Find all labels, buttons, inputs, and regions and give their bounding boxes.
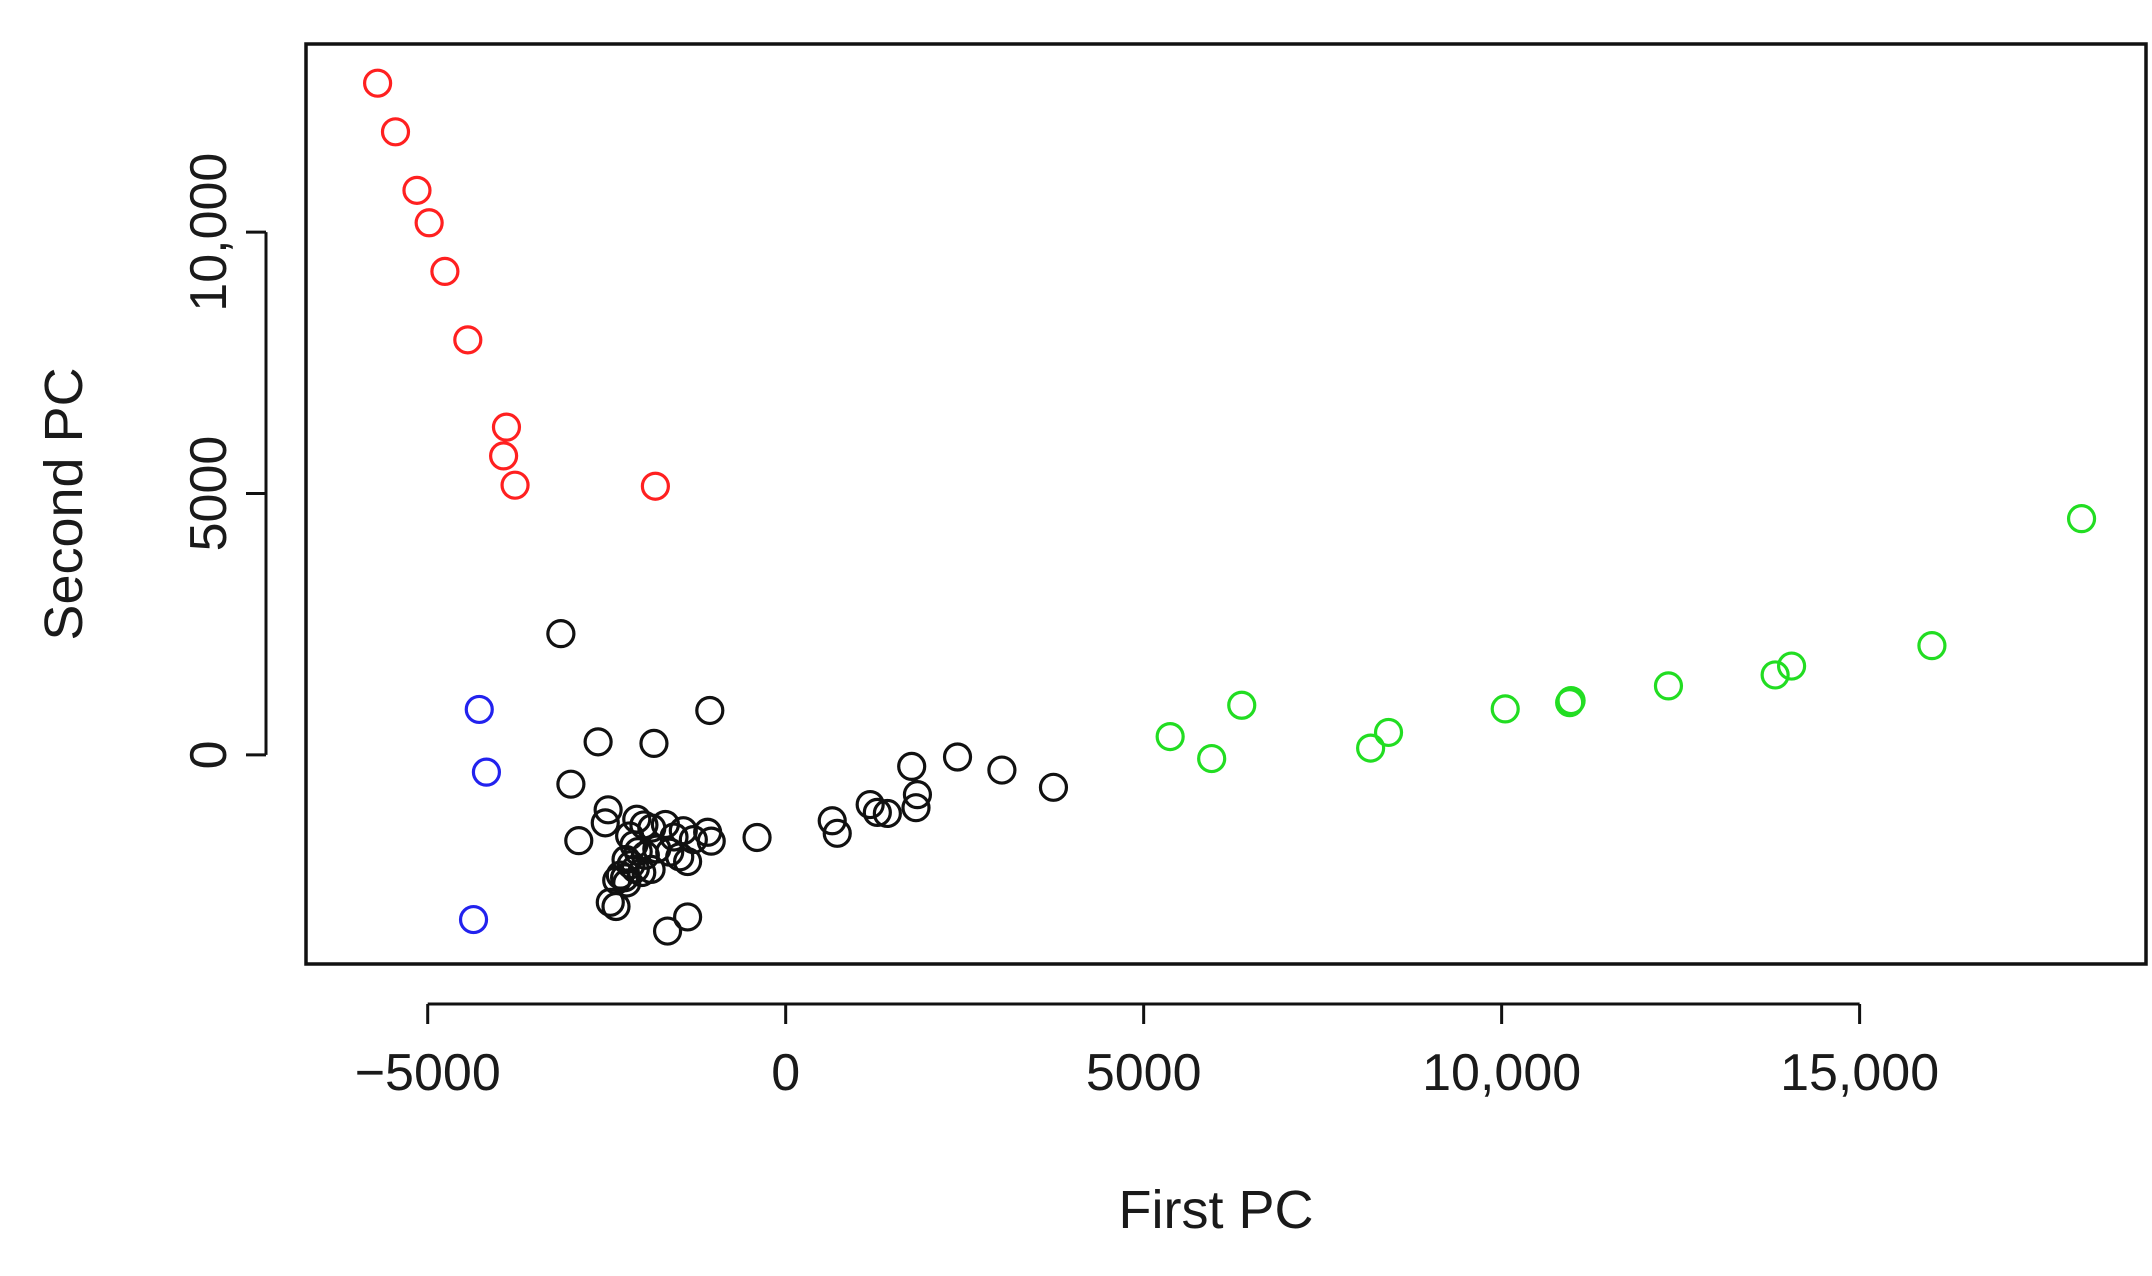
x-axis-title: First PC	[1119, 1180, 1314, 1240]
y-tick-label: 5000	[180, 436, 238, 552]
y-axis: 0 5000 10,000	[180, 153, 268, 769]
data-point	[817, 806, 847, 836]
y-tick-label: 10,000	[180, 153, 238, 312]
data-point	[1373, 717, 1404, 748]
data-point	[1197, 743, 1227, 774]
data-point	[402, 175, 432, 205]
y-tick-label: 0	[180, 740, 238, 769]
data-point	[902, 780, 933, 810]
data-point	[639, 728, 669, 759]
data-point	[673, 846, 703, 877]
data-point	[1653, 671, 1684, 701]
data-point	[855, 789, 885, 820]
data-point	[464, 694, 494, 725]
data-point	[601, 891, 631, 922]
data-point	[822, 818, 852, 848]
y-axis-title: Second PC	[34, 367, 94, 640]
data-point	[590, 808, 620, 838]
x-tick-label: 5000	[1086, 1044, 1202, 1102]
data-point	[414, 208, 444, 238]
x-tick-label: 15,000	[1780, 1044, 1939, 1102]
data-point	[1227, 690, 1257, 720]
plot-frame	[304, 42, 2148, 966]
data-point	[458, 904, 489, 935]
data-point	[1038, 772, 1069, 802]
data-point	[640, 471, 670, 501]
data-points	[362, 68, 2097, 946]
data-point	[1760, 660, 1790, 690]
data-point	[652, 916, 683, 946]
data-point	[862, 797, 892, 828]
data-point	[872, 798, 902, 829]
x-tick-label: 0	[771, 1044, 800, 1102]
data-point	[1917, 631, 1947, 661]
data-point	[491, 412, 522, 442]
data-point	[897, 751, 927, 782]
data-point	[2066, 504, 2097, 534]
x-axis: −5000 0 5000 10,000 15,000	[355, 1002, 1939, 1102]
data-point	[622, 804, 652, 834]
series-3	[1155, 504, 2097, 774]
data-point	[1777, 651, 1807, 681]
x-tick-label: 10,000	[1422, 1044, 1581, 1102]
data-point	[583, 727, 613, 757]
data-point	[593, 795, 623, 825]
series-1	[458, 694, 502, 935]
data-point	[546, 619, 576, 649]
data-point	[500, 470, 530, 500]
data-point	[453, 325, 483, 355]
series-2	[546, 619, 1069, 946]
data-point	[605, 860, 635, 890]
series-0	[362, 68, 670, 501]
data-point	[987, 755, 1017, 785]
data-point	[471, 757, 502, 787]
data-point	[430, 256, 460, 286]
data-point	[564, 826, 594, 856]
x-tick-label: −5000	[355, 1044, 501, 1102]
data-point	[942, 742, 973, 772]
data-point	[595, 887, 625, 917]
data-point	[489, 441, 519, 471]
data-point	[636, 854, 666, 884]
data-point	[612, 868, 642, 898]
data-point	[1155, 722, 1185, 752]
data-point	[556, 769, 586, 799]
data-point	[742, 822, 772, 853]
data-point	[901, 793, 931, 823]
data-point	[380, 117, 411, 147]
data-point	[695, 695, 725, 726]
data-point	[1356, 733, 1386, 763]
data-point	[1556, 685, 1586, 716]
data-point	[1490, 694, 1520, 724]
data-point	[696, 826, 726, 856]
data-point	[362, 68, 393, 98]
data-point	[673, 902, 703, 932]
